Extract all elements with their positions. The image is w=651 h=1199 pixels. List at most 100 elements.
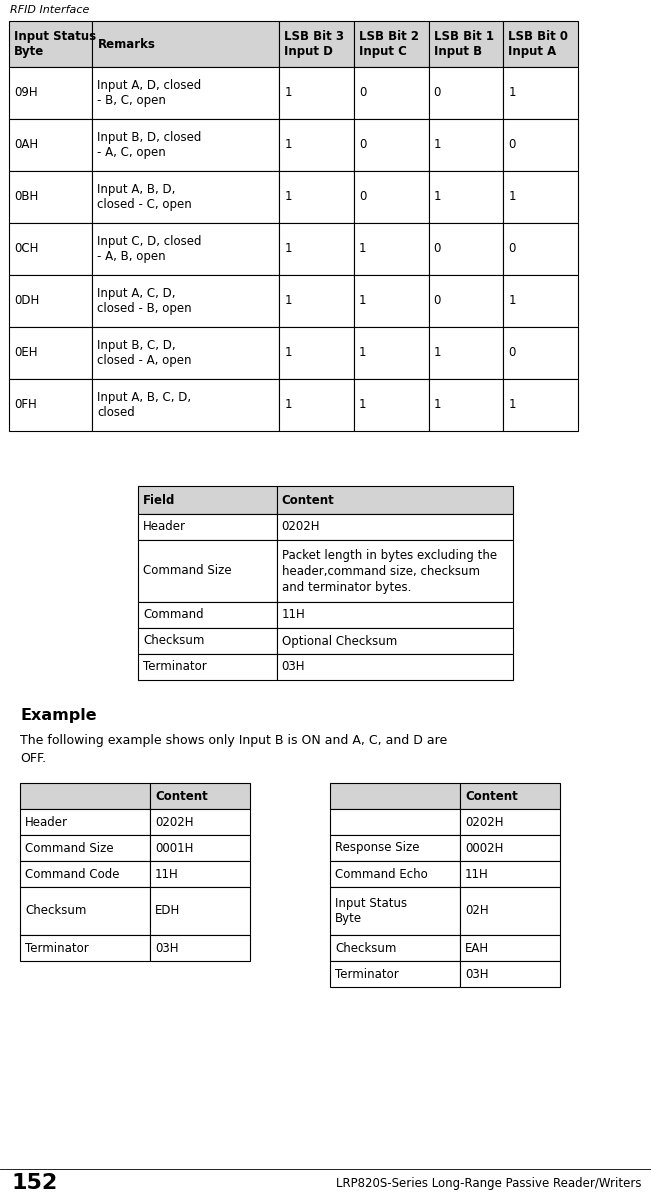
Text: 1: 1 [284,242,292,255]
Text: Response Size: Response Size [335,842,419,855]
Bar [503,327,578,379]
Bar [92,327,279,379]
Text: Header: Header [143,520,186,534]
Text: Input B, C, D,
closed - A, open: Input B, C, D, closed - A, open [98,339,192,367]
Bar [277,486,513,514]
Text: 0: 0 [359,86,367,100]
Bar [20,835,150,861]
Text: 0EH: 0EH [14,347,38,360]
Text: 0: 0 [359,191,367,204]
Text: 0: 0 [434,86,441,100]
Text: 1: 1 [359,347,367,360]
Bar [150,835,250,861]
Bar [150,887,250,935]
Bar [20,887,150,935]
Bar [150,783,250,809]
Bar [138,602,277,628]
Bar [138,486,277,514]
Text: Remarks: Remarks [98,37,156,50]
Text: Field: Field [143,494,175,506]
Bar [150,861,250,887]
Bar [354,67,428,119]
Text: 0202H: 0202H [465,815,503,829]
Text: Command Size: Command Size [143,565,232,578]
Text: 1: 1 [284,295,292,307]
Bar [9,119,92,171]
Bar [9,67,92,119]
Bar [460,835,560,861]
Bar [20,935,150,962]
Bar [503,275,578,327]
Bar [279,379,354,430]
Text: Terminator: Terminator [143,661,207,674]
Bar [354,379,428,430]
Bar [138,514,277,540]
Text: LSB Bit 1
Input B: LSB Bit 1 Input B [434,30,493,58]
Text: 1: 1 [434,398,441,411]
Bar [330,783,460,809]
Bar [330,935,460,962]
Text: Optional Checksum: Optional Checksum [282,634,397,647]
Text: 11H: 11H [282,609,305,621]
Text: Command Code: Command Code [25,868,120,880]
Bar [354,119,428,171]
Bar [279,171,354,223]
Bar [354,327,428,379]
Text: Packet length in bytes excluding the
header,command size, checksum
and terminato: Packet length in bytes excluding the hea… [282,548,497,594]
Text: Command: Command [143,609,204,621]
Bar [354,223,428,275]
Text: Input A, B, D,
closed - C, open: Input A, B, D, closed - C, open [98,183,192,211]
Bar [20,861,150,887]
Bar [150,809,250,835]
Text: 1: 1 [284,347,292,360]
Text: 1: 1 [508,191,516,204]
Bar [428,327,503,379]
Bar [330,835,460,861]
Text: 0DH: 0DH [14,295,39,307]
Bar [9,379,92,430]
Text: 1: 1 [284,86,292,100]
Text: 0202H: 0202H [282,520,320,534]
Bar [428,119,503,171]
Bar [279,119,354,171]
Text: Command Size: Command Size [25,842,114,855]
Bar [92,22,279,67]
Bar [92,119,279,171]
Text: 0BH: 0BH [14,191,38,204]
Bar [330,887,460,935]
Bar [460,887,560,935]
Text: Terminator: Terminator [25,941,89,954]
Bar [9,22,92,67]
Text: 0: 0 [434,242,441,255]
Text: 152: 152 [12,1173,58,1193]
Bar [330,861,460,887]
Bar [9,223,92,275]
Bar [279,67,354,119]
Text: 0002H: 0002H [465,842,503,855]
Bar [92,275,279,327]
Bar [138,628,277,653]
Text: 1: 1 [508,398,516,411]
Bar [92,67,279,119]
Text: 0: 0 [434,295,441,307]
Text: 03H: 03H [155,941,178,954]
Bar [277,653,513,680]
Bar [92,379,279,430]
Bar [20,809,150,835]
Bar [330,809,460,835]
Bar [503,223,578,275]
Bar [279,327,354,379]
Text: 1: 1 [508,86,516,100]
Text: Input A, B, C, D,
closed: Input A, B, C, D, closed [98,391,191,418]
Text: 1: 1 [359,242,367,255]
Text: The following example shows only Input B is ON and A, C, and D are
OFF.: The following example shows only Input B… [20,734,447,765]
Text: LSB Bit 2
Input C: LSB Bit 2 Input C [359,30,419,58]
Bar [92,171,279,223]
Bar [428,22,503,67]
Text: 1: 1 [508,295,516,307]
Bar [428,171,503,223]
Text: 1: 1 [434,139,441,151]
Text: LSB Bit 0
Input A: LSB Bit 0 Input A [508,30,568,58]
Text: 1: 1 [284,398,292,411]
Bar [354,275,428,327]
